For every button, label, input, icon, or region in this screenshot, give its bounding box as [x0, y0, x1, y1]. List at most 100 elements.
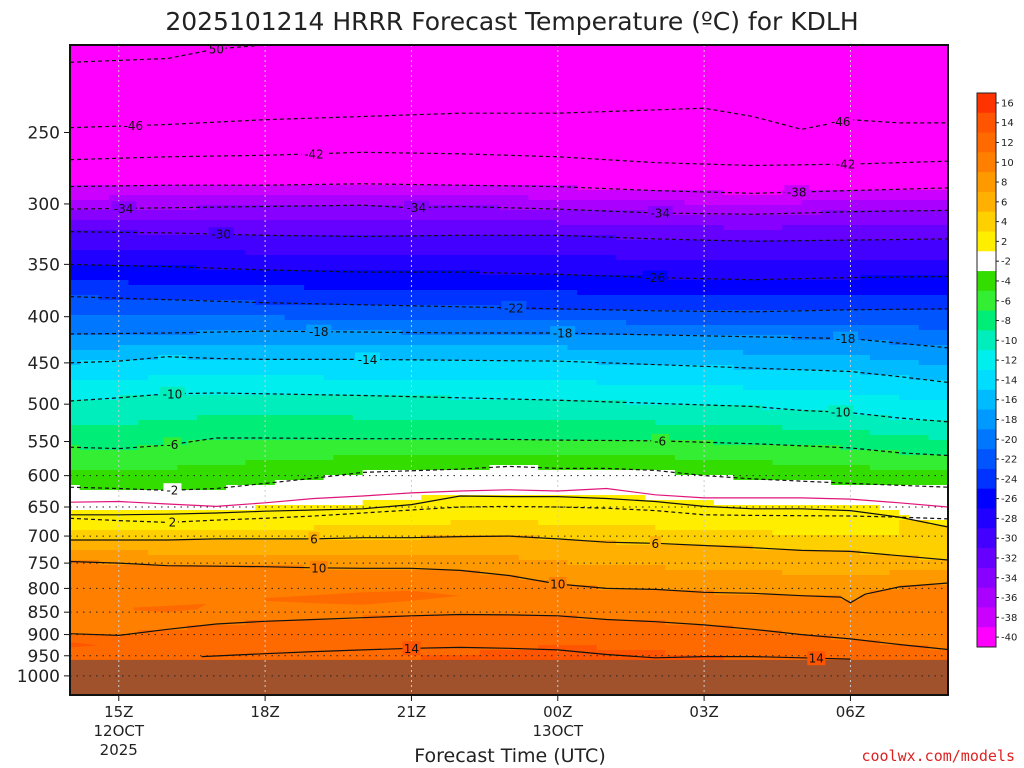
fill-cell [567, 560, 948, 566]
fill-cell [70, 270, 481, 276]
y-tick-label-650: 650 [28, 498, 60, 518]
isotherm-label-bg [833, 331, 859, 346]
fill-cell [138, 445, 842, 451]
fill-cell [538, 520, 900, 526]
colorbar-label-10: 10 [1001, 158, 1014, 169]
colorbar-label--14: -14 [1001, 375, 1017, 386]
colorbar-swatch-16 [977, 93, 996, 114]
colorbar-label--6: -6 [1001, 296, 1011, 307]
fill-cell [782, 425, 948, 431]
fill-cell [596, 380, 948, 386]
fill-cell [70, 80, 948, 86]
fill-cell [908, 515, 948, 521]
fill-cell [889, 415, 948, 421]
fill-cell [70, 220, 559, 226]
colorbar-swatch--10 [977, 330, 996, 351]
isotherm-label--46: -46 [831, 115, 851, 129]
isotherm-2 [70, 505, 948, 524]
fill-cell [70, 140, 948, 146]
colorbar-label--22: -22 [1001, 455, 1017, 466]
colorbar-label-16: 16 [1001, 98, 1014, 109]
fill-cell [70, 185, 578, 191]
colorbar-swatch--2 [977, 251, 996, 272]
x-tick-label-03Z: 03Z [689, 703, 718, 721]
isotherm-12 [70, 613, 948, 651]
colorbar-swatch--40 [977, 627, 996, 648]
colorbar-swatch--14 [977, 370, 996, 391]
fill-cell [421, 495, 647, 501]
plot-area: 50-46 -46-42-42-38-34 -34 -34-30-26-22-18 -1… [70, 45, 948, 695]
fill-cell [869, 590, 948, 596]
fill-cell [713, 500, 948, 506]
colorbar-swatch-6 [977, 191, 996, 213]
fill-cell [899, 450, 948, 456]
fill-cell [489, 465, 539, 471]
colorbar-label--24: -24 [1001, 474, 1017, 485]
isotherm--22 [70, 296, 948, 313]
fill-cell [226, 485, 948, 491]
isotherm--26 [70, 263, 948, 281]
fill-cell [479, 650, 666, 656]
colorbar-label--40: -40 [1001, 633, 1017, 644]
fill-cell [70, 405, 764, 411]
isotherm-label--34: -34 [407, 201, 427, 215]
fill-cell [70, 530, 773, 536]
colorbar-swatch-8 [977, 172, 996, 193]
colorbar-label--18: -18 [1001, 415, 1017, 426]
colorbar-swatch--34 [977, 567, 996, 589]
fill-cell [518, 555, 920, 561]
fill-cell [782, 630, 948, 636]
isotherm-label-bg [807, 651, 826, 666]
fill-cell [733, 365, 948, 371]
isotherm-label--10: -10 [831, 406, 851, 420]
isotherm-label-14: 14 [404, 642, 419, 656]
isotherm-label-bg [828, 114, 854, 129]
isotherm-label--6: -6 [654, 434, 666, 448]
fill-cell [70, 355, 159, 361]
fill-cell [70, 540, 617, 546]
colorbar-swatch--8 [977, 310, 996, 331]
fill-cell [362, 470, 676, 476]
fill-cell [304, 285, 948, 291]
fill-cell [138, 420, 656, 426]
fill-cell [70, 555, 520, 561]
isotherm-label-10: 10 [550, 577, 565, 591]
fill-cell [899, 510, 948, 516]
isotherm-label--6: -6 [166, 438, 178, 452]
colorbar-swatch--30 [977, 528, 996, 549]
isotherm-6 [70, 535, 948, 561]
x-tick-date: 13OCT [533, 722, 584, 740]
isotherm-label-bg [309, 560, 328, 575]
fill-cell [616, 235, 948, 241]
fill-cell [518, 575, 948, 581]
fill-cell [830, 635, 948, 641]
fill-cell [70, 325, 920, 331]
isotherm-label-bg [550, 326, 576, 341]
isotherm-label-bg [833, 157, 859, 172]
colorbar-swatch-10 [977, 152, 996, 173]
isotherm-14 [201, 646, 851, 660]
fill-cell [401, 330, 948, 336]
fill-cell [899, 395, 948, 401]
fill-cell [70, 305, 500, 311]
fill-cell [70, 395, 120, 401]
fill-cell [70, 570, 481, 576]
fill-cell [723, 190, 783, 196]
isotherm-label-bg [163, 483, 182, 498]
fill-cell [70, 210, 647, 216]
fill-cell [70, 580, 549, 586]
isotherm-label-10: 10 [311, 561, 326, 575]
fill-cell [821, 210, 948, 216]
fill-cell [70, 430, 871, 436]
y-tick-label-1000: 1000 [17, 667, 60, 687]
isotherm-4 [70, 495, 948, 528]
fill-cell [665, 620, 948, 626]
credit-text: coolwx.com/models [861, 747, 1015, 765]
ground-fill [70, 659, 948, 695]
colorbar-swatch--36 [977, 587, 996, 608]
fill-cell [70, 120, 948, 126]
fill-cell [70, 490, 948, 496]
fill-cell [70, 290, 578, 296]
isotherm-label--18: -18 [309, 325, 329, 339]
fill-cell [869, 465, 948, 471]
